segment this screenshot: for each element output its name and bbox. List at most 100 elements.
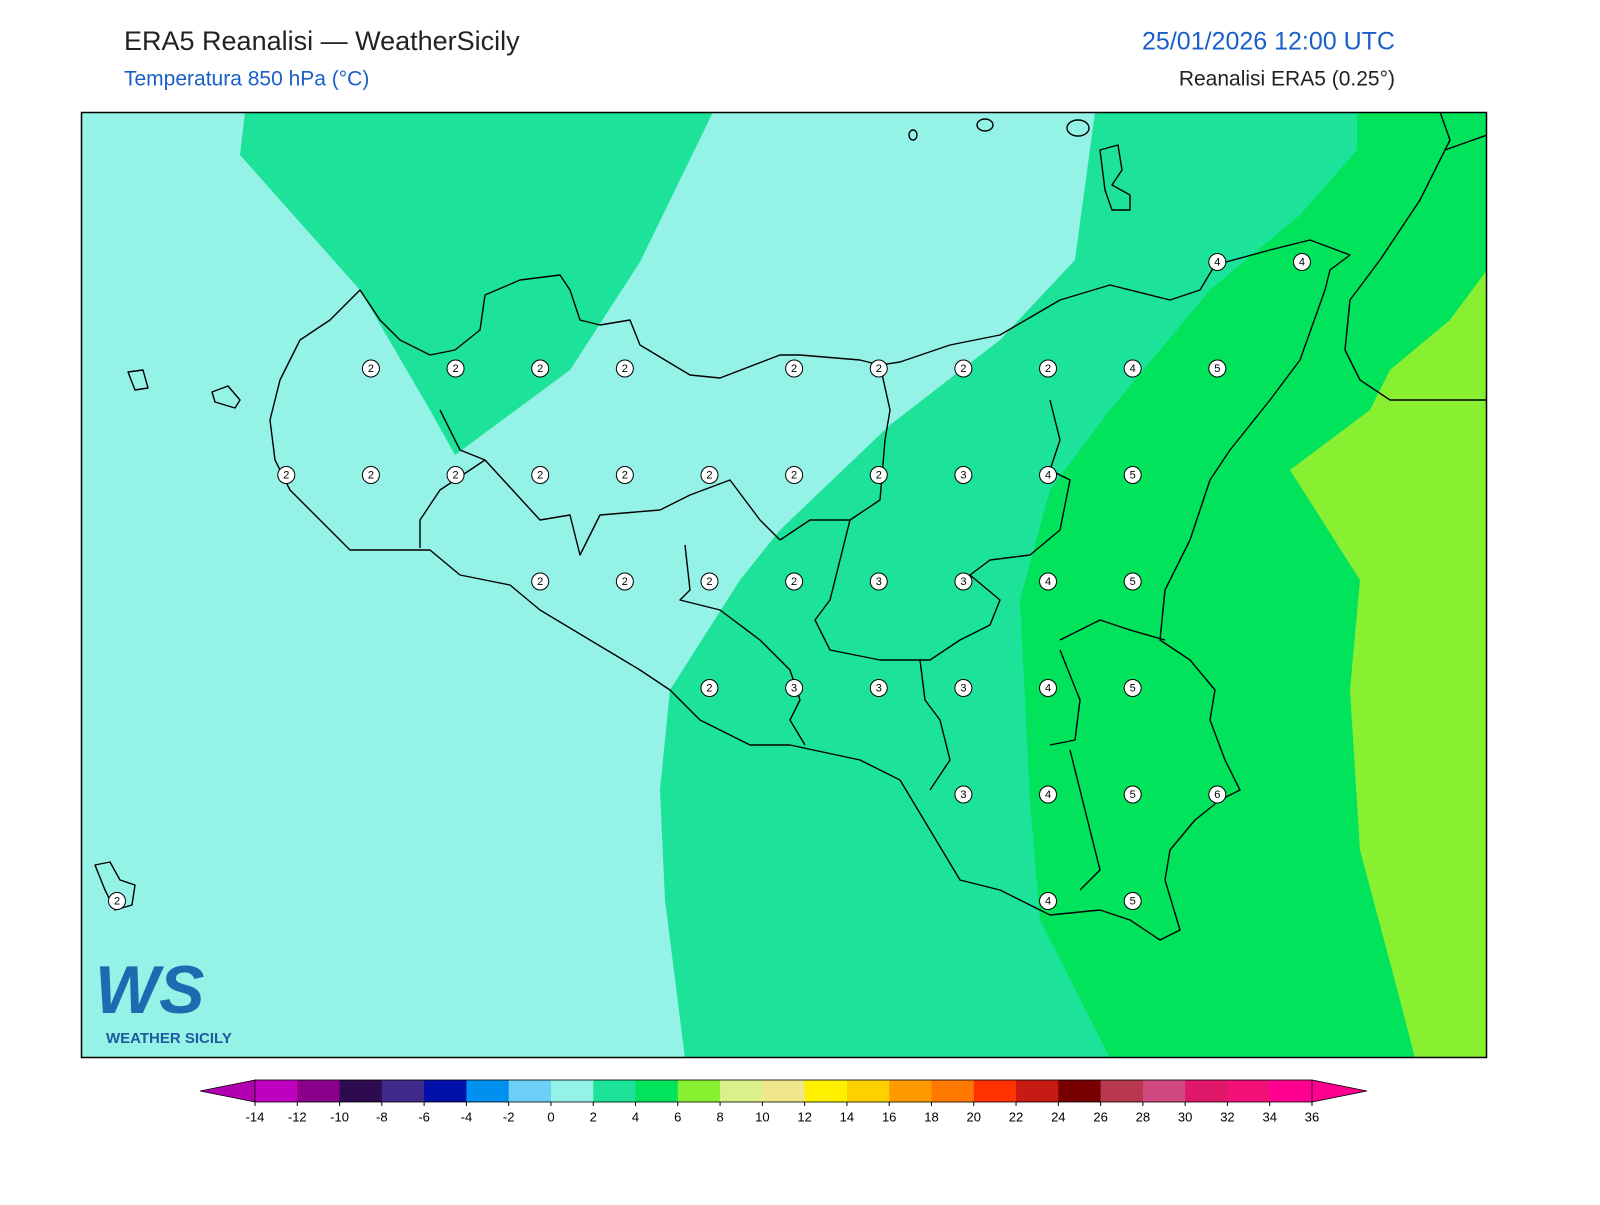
grid-marker — [954, 466, 973, 484]
grid-marker — [446, 359, 465, 378]
grid-point: 4 — [1039, 892, 1058, 910]
grid-marker — [531, 572, 550, 591]
colorbar-bin — [1142, 1080, 1186, 1102]
colorbar-bin — [1185, 1080, 1228, 1102]
grid-point: 5 — [1123, 679, 1142, 697]
grid-point: 3 — [869, 679, 888, 697]
colorbar-bin — [466, 1080, 510, 1102]
grid-marker — [1039, 679, 1058, 697]
colorbar-tick-label: 10 — [755, 1109, 769, 1124]
colorbar-tick-label: 26 — [1093, 1109, 1107, 1124]
grid-point: 3 — [954, 466, 973, 484]
grid-value: 2 — [791, 576, 797, 588]
grid-point: 2 — [785, 466, 804, 484]
colorbar-tick-label: 18 — [924, 1109, 938, 1124]
grid-marker — [1208, 253, 1227, 271]
grid-marker — [615, 359, 634, 378]
grid-point: 2 — [108, 892, 126, 910]
title: ERA5 Reanalisi — WeatherSicily — [124, 26, 520, 56]
grid-value: 4 — [1299, 256, 1305, 268]
grid-value: 2 — [622, 576, 628, 588]
grid-value: 4 — [1214, 256, 1220, 268]
colorbar-bin — [1227, 1080, 1271, 1102]
grid-marker — [700, 572, 719, 591]
colorbar-bin — [297, 1080, 341, 1102]
grid-value: 4 — [1130, 363, 1136, 375]
colorbar-tick-label: 22 — [1009, 1109, 1023, 1124]
grid-value: 2 — [452, 363, 458, 375]
grid-point: 2 — [869, 359, 888, 378]
grid-value: 4 — [1045, 469, 1051, 481]
colorbar-bin — [424, 1080, 467, 1102]
grid-marker — [1039, 466, 1058, 484]
grid-point: 4 — [1039, 785, 1058, 804]
grid-value: 4 — [1045, 789, 1051, 801]
grid-marker — [954, 572, 973, 591]
grid-point: 5 — [1123, 572, 1142, 591]
grid-point: 4 — [1039, 679, 1058, 697]
grid-marker — [531, 466, 550, 484]
grid-marker — [1123, 679, 1142, 697]
grid-marker — [1039, 572, 1058, 591]
grid-value: 2 — [1045, 363, 1051, 375]
colorbar-bin — [381, 1080, 425, 1102]
grid-marker — [615, 572, 634, 591]
grid-point: 4 — [1292, 253, 1311, 271]
grid-point: 3 — [954, 785, 973, 804]
grid-value: 2 — [368, 469, 374, 481]
colorbar-frame — [254, 1079, 1313, 1103]
grid-value: 2 — [537, 469, 543, 481]
grid-value: 2 — [537, 363, 543, 375]
grid-point: 3 — [785, 679, 804, 697]
colorbar-tick-label: -6 — [418, 1109, 430, 1124]
colorbar-tick-label: 20 — [967, 1109, 981, 1124]
contour-fill — [240, 113, 713, 455]
colorbar-bin — [931, 1080, 975, 1102]
colorbar-bin — [550, 1080, 594, 1102]
contour-fill — [1020, 113, 1486, 1057]
grid-marker — [869, 679, 888, 697]
grid-value: 5 — [1214, 363, 1220, 375]
colorbar-bin — [973, 1080, 1017, 1102]
grid-value: 5 — [1130, 576, 1136, 588]
source: Reanalisi ERA5 (0.25°) — [1179, 68, 1395, 91]
grid-value: 2 — [706, 469, 712, 481]
logo-text: WEATHER SICILY — [106, 1030, 232, 1047]
grid-point: 5 — [1123, 785, 1142, 804]
subtitle: Temperatura 850 hPa (°C) — [124, 68, 369, 91]
island — [976, 118, 994, 132]
grid-value: 2 — [876, 469, 882, 481]
grid-value: 2 — [622, 363, 628, 375]
grid-point: 4 — [1039, 572, 1058, 591]
grid-marker — [785, 359, 804, 378]
grid-marker — [1039, 785, 1058, 804]
grid-point: 4 — [1208, 253, 1227, 271]
island — [1066, 119, 1090, 137]
grid-value: 2 — [368, 363, 374, 375]
grid-marker — [785, 466, 804, 484]
colorbar-bin — [339, 1080, 383, 1102]
grid-point: 2 — [785, 572, 804, 591]
grid-marker — [869, 572, 888, 591]
colorbar-tick-label: 14 — [840, 1109, 854, 1124]
grid-marker — [277, 466, 296, 484]
grid-marker — [446, 466, 465, 484]
grid-marker — [531, 359, 550, 378]
grid-marker — [108, 892, 126, 910]
grid-point: 2 — [700, 679, 719, 697]
island — [211, 385, 241, 409]
grid-marker — [361, 359, 380, 378]
grid-marker — [1123, 785, 1142, 804]
coastline — [1344, 113, 1486, 401]
colorbar-tick-label: -8 — [376, 1109, 388, 1124]
grid-value: 6 — [1214, 789, 1220, 801]
grid-point: 2 — [785, 359, 804, 378]
grid-point: 2 — [531, 466, 550, 484]
grid-point: 2 — [277, 466, 296, 484]
grid-value: 2 — [876, 363, 882, 375]
grid-value: 3 — [876, 682, 882, 694]
map-frame — [80, 111, 1488, 1059]
colorbar-tick-label: 36 — [1305, 1109, 1319, 1124]
grid-marker — [869, 466, 888, 484]
grid-value: 3 — [791, 682, 797, 694]
